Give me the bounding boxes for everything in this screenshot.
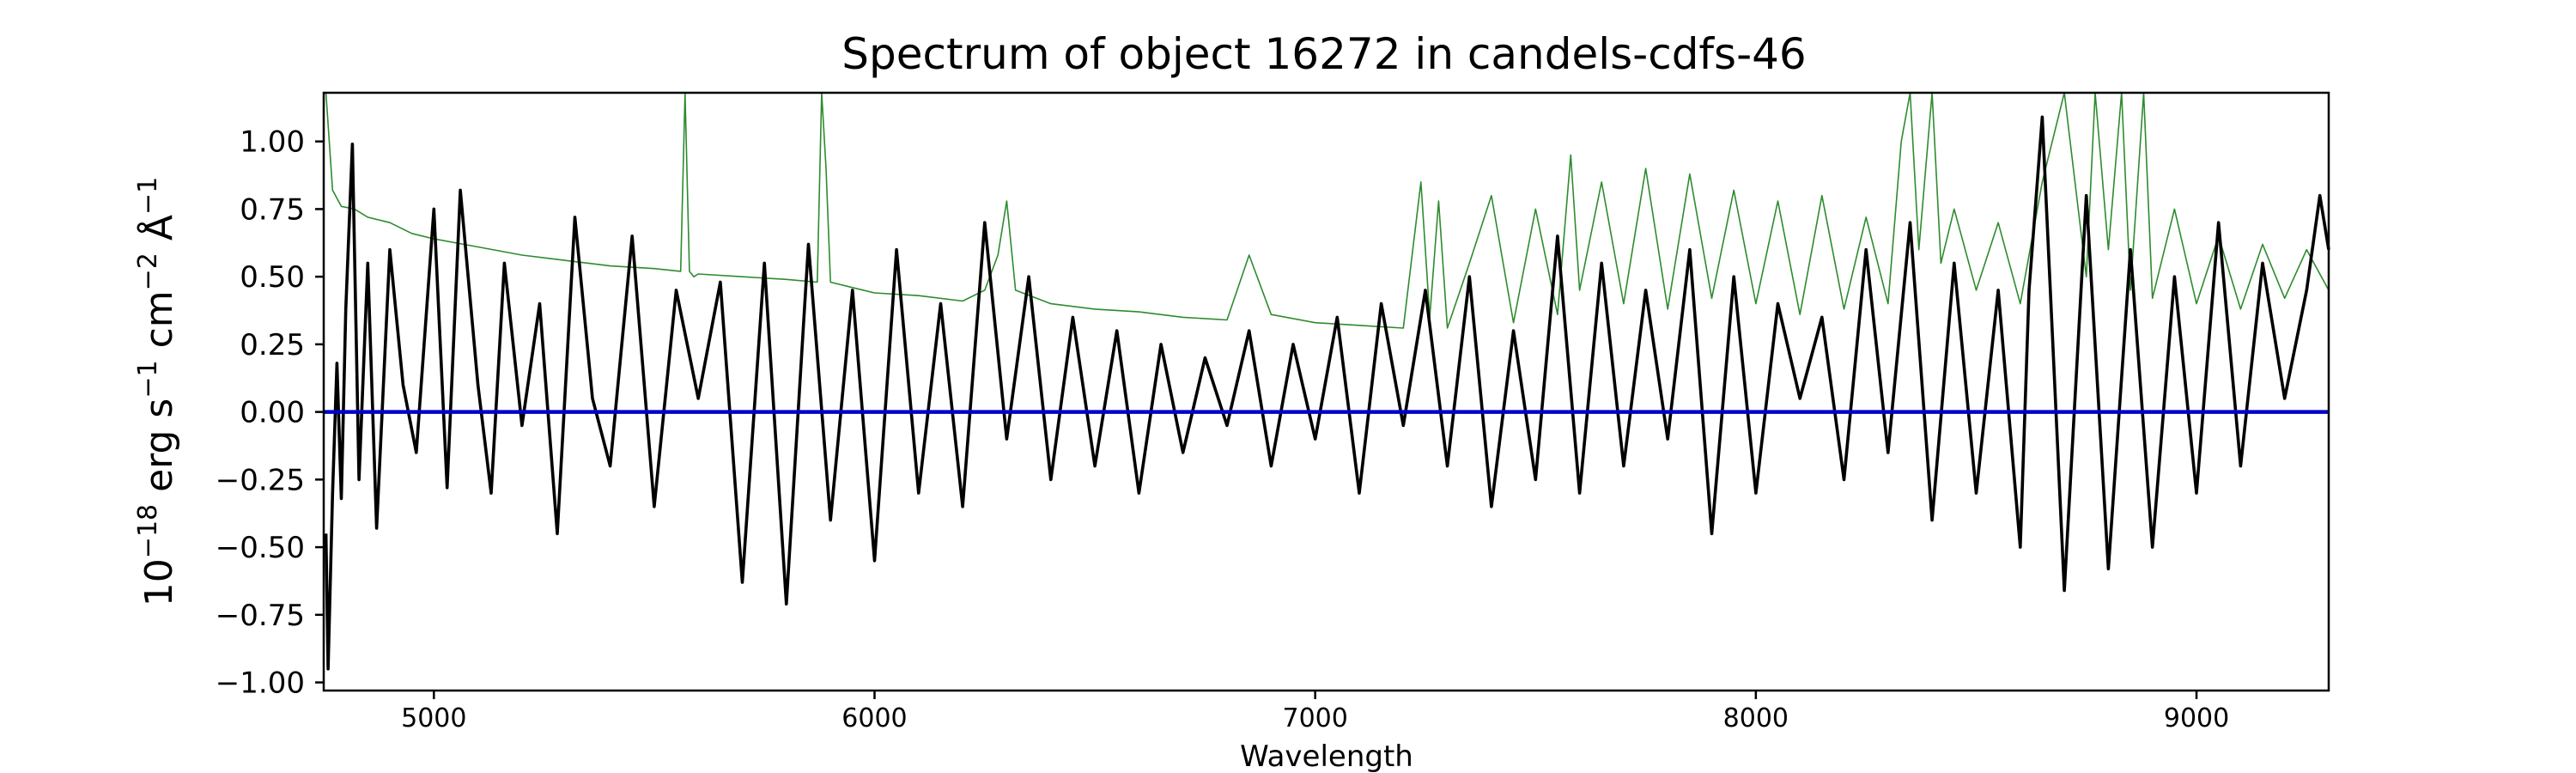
y-axis: −1.00 −0.75 −0.50 −0.25 0.00 0.25 0.50 0.75 1.00 (216, 125, 324, 701)
y-label-unit-2: cm (137, 290, 181, 360)
y-label-unit-3-exp: −1 (133, 177, 163, 215)
series-line-flux (324, 115, 2330, 671)
y-tick-label: 1.00 (240, 125, 305, 160)
x-tick-label: 9000 (2164, 703, 2229, 733)
y-axis-label: 10−18 erg s−1 cm−2 Å−1 (133, 177, 181, 606)
y-tick-label: −0.50 (216, 531, 305, 565)
y-label-unit-2-exp: −2 (133, 253, 163, 290)
x-tick-label: 7000 (1282, 703, 1347, 733)
x-tick-label: 6000 (841, 703, 907, 733)
y-tick-label: −1.00 (216, 666, 305, 701)
series-layer (324, 92, 2330, 671)
y-label-unit-3: Å (136, 215, 181, 253)
y-label-unit-1-exp: −1 (133, 360, 163, 398)
y-tick-label: 0.00 (240, 396, 305, 430)
x-tick-label: 8000 (1723, 703, 1789, 733)
y-label-base: 10 (137, 558, 181, 606)
y-label-unit-1: erg s (137, 399, 181, 504)
y-tick-label: 0.50 (240, 260, 305, 295)
series-line-error (325, 92, 2330, 329)
chart-title: Spectrum of object 16272 in candels-cdfs… (841, 29, 1807, 79)
plot-frame (322, 91, 2330, 692)
x-axis: 5000 6000 7000 8000 9000 (401, 691, 2229, 733)
y-tick-label: 0.25 (240, 328, 305, 362)
y-label-exp: −18 (133, 504, 163, 558)
x-axis-label: Wavelength (1240, 740, 1413, 773)
x-tick-label: 5000 (401, 703, 466, 733)
y-tick-label: 0.75 (240, 192, 305, 227)
y-tick-label: −0.25 (216, 463, 305, 497)
y-tick-label: −0.75 (216, 599, 305, 633)
